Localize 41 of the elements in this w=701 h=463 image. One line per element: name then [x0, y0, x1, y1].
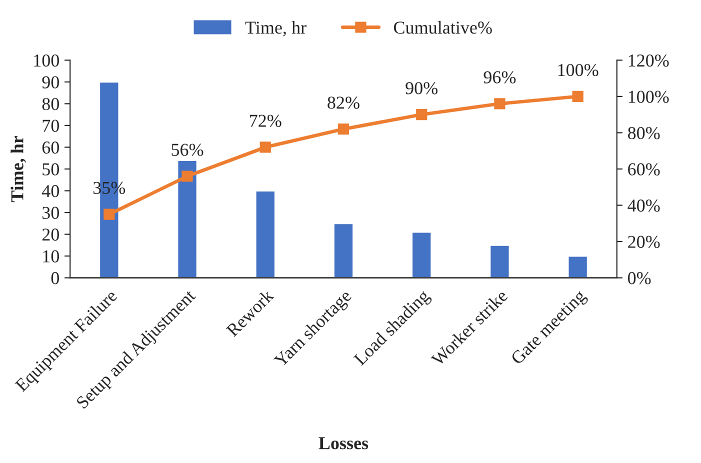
- y2-tick-label: 20%: [628, 236, 660, 248]
- point: [338, 124, 350, 135]
- y2-tick-label: 0%: [628, 272, 651, 284]
- point: [260, 142, 271, 153]
- y-tick-label: 50: [42, 163, 59, 176]
- y2-tick-label: 120%: [628, 54, 669, 67]
- y-tick-label: 20: [42, 228, 59, 241]
- data-label: 56%: [172, 144, 204, 156]
- point: [494, 98, 506, 110]
- legend-label: Cumulative%: [394, 21, 492, 34]
- y-tick-label: 90: [42, 76, 59, 88]
- bar: [411, 231, 432, 278]
- point: [104, 208, 115, 220]
- y-tick-label: 10: [43, 250, 59, 262]
- y-tick-label: 70: [42, 120, 59, 132]
- data-label: 72%: [250, 114, 282, 127]
- point: [182, 170, 193, 182]
- y2-tick-label: 40%: [628, 200, 660, 212]
- y-axis-title: Time, hr: [10, 136, 26, 202]
- bar: [176, 160, 198, 278]
- legend-label: Time, hr: [245, 21, 306, 36]
- y-tick-label: 0: [51, 272, 59, 284]
- data-label: 100%: [558, 64, 598, 76]
- y-tick-label: 30: [42, 206, 59, 219]
- bar: [333, 222, 354, 278]
- y-tick-label: 100: [34, 54, 59, 67]
- y-tick-label: 60: [42, 141, 59, 154]
- point: [416, 109, 428, 120]
- data-label: 90%: [406, 82, 438, 94]
- y-tick-label: 40: [42, 185, 59, 198]
- y2-tick-label: 60%: [628, 163, 660, 176]
- x-axis-title: Losses: [318, 437, 368, 450]
- y2-tick-label: 80%: [628, 126, 660, 140]
- bar: [567, 255, 588, 278]
- y-tick-label: 80: [42, 98, 59, 110]
- bar: [489, 244, 510, 278]
- point: [572, 90, 584, 102]
- data-label: 96%: [484, 71, 516, 84]
- y2-tick-label: 100%: [628, 90, 669, 103]
- bar: [254, 190, 276, 278]
- data-label: 82%: [328, 96, 360, 109]
